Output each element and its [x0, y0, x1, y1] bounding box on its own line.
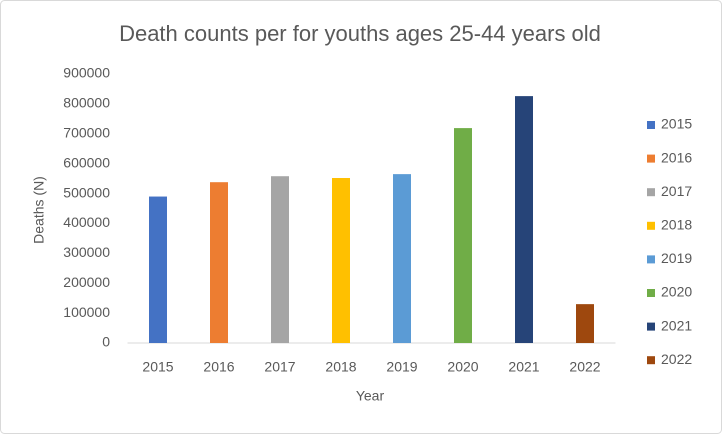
x-tick-label: 2016 — [203, 359, 234, 375]
y-tick-label: 400000 — [63, 214, 110, 230]
legend-label: 2016 — [661, 149, 692, 165]
bar — [149, 196, 167, 343]
legend-swatch — [647, 221, 655, 230]
legend-swatch — [647, 356, 655, 365]
x-tick-label: 2019 — [386, 359, 417, 375]
legend-label: 2022 — [661, 351, 692, 367]
legend-label: 2021 — [661, 317, 692, 333]
y-tick-label: 0 — [102, 334, 110, 350]
bar — [576, 304, 594, 343]
y-tick-label: 200000 — [63, 274, 110, 290]
bar — [332, 178, 350, 343]
x-tick-label: 2021 — [508, 359, 539, 375]
legend-label: 2015 — [661, 116, 692, 132]
x-tick-label: 2022 — [569, 359, 600, 375]
legend-swatch — [647, 289, 655, 297]
bar — [454, 128, 472, 343]
legend-label: 2018 — [661, 217, 692, 233]
y-tick-label: 100000 — [63, 304, 110, 320]
x-tick-label: 2018 — [325, 359, 356, 375]
bar — [515, 96, 533, 344]
legend-label: 2019 — [661, 250, 692, 266]
y-axis-label: Deaths (N) — [31, 176, 47, 244]
chart-title: Death counts per for youths ages 25-44 y… — [119, 21, 601, 46]
bar — [271, 176, 289, 343]
bar — [393, 174, 411, 343]
legend-swatch — [647, 121, 655, 129]
y-tick-label: 500000 — [63, 184, 110, 200]
y-tick-label: 600000 — [63, 154, 110, 170]
legend-swatch — [647, 188, 655, 197]
y-tick-label: 800000 — [63, 95, 110, 111]
y-tick-label: 900000 — [63, 65, 110, 81]
y-tick-label: 300000 — [63, 244, 110, 260]
y-tick-label: 700000 — [63, 124, 110, 140]
x-tick-label: 2020 — [447, 359, 478, 375]
x-tick-label: 2017 — [264, 359, 295, 375]
x-axis-label: Year — [356, 388, 385, 404]
bar — [210, 182, 228, 343]
x-tick-label: 2015 — [142, 359, 173, 375]
legend-label: 2020 — [661, 284, 692, 300]
legend-swatch — [647, 255, 655, 264]
legend-swatch — [647, 322, 655, 331]
legend-swatch — [647, 154, 655, 163]
legend-label: 2017 — [661, 183, 692, 199]
